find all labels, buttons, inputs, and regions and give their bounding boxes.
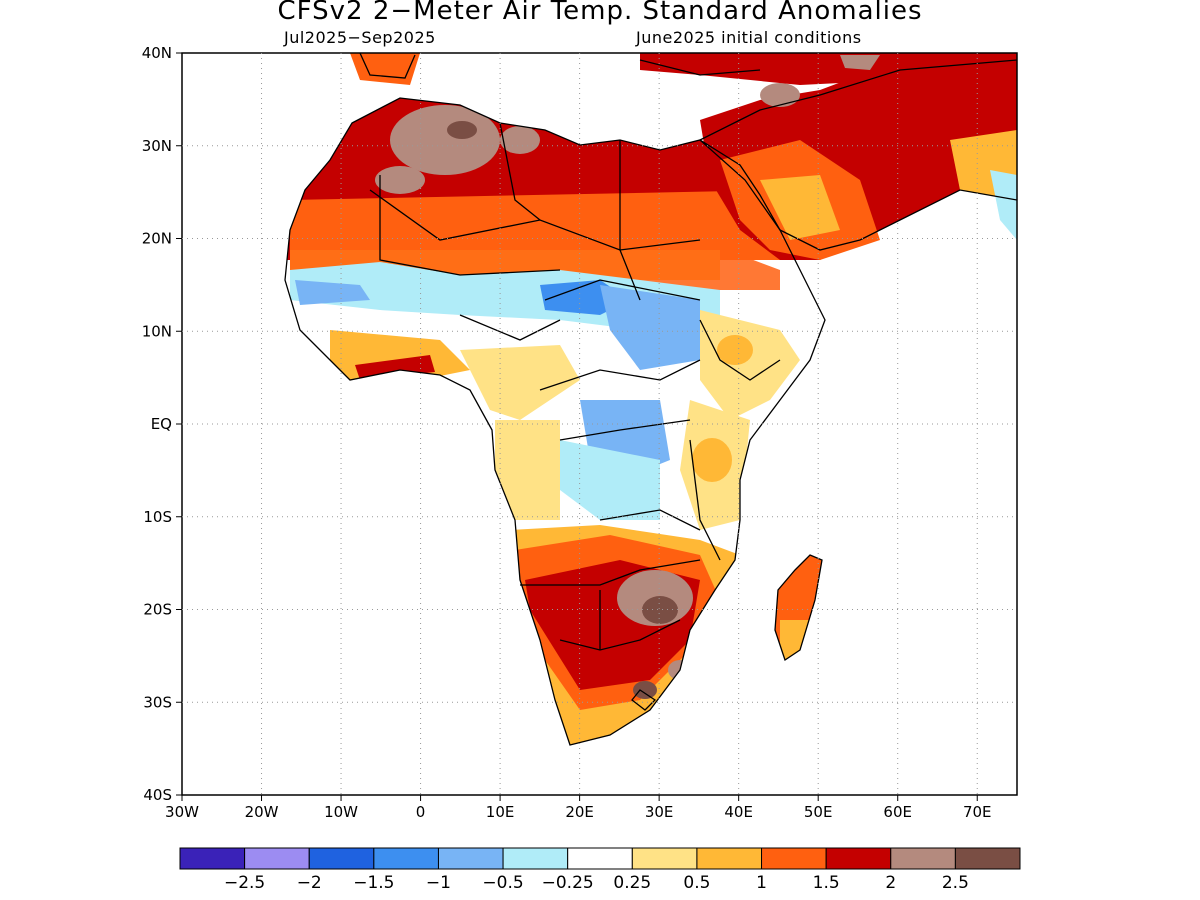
colorbar-swatch bbox=[890, 847, 956, 870]
lon-label: 30E bbox=[645, 803, 674, 821]
colorbar-label: −1.5 bbox=[353, 873, 394, 893]
colorbar-swatch bbox=[567, 847, 633, 870]
colorbar-label: −1 bbox=[426, 873, 451, 893]
lat-label: 40N bbox=[142, 44, 172, 62]
map-title: CFSv2 2−Meter Air Temp. Standard Anomali… bbox=[277, 0, 923, 26]
lat-label: 10S bbox=[143, 508, 172, 526]
colorbar-swatch bbox=[696, 847, 763, 870]
colorbar-label: −0.5 bbox=[482, 873, 523, 893]
coastlines bbox=[284, 53, 1017, 746]
lat-label: 10N bbox=[142, 322, 172, 340]
lon-label: 20E bbox=[565, 803, 594, 821]
colorbar-swatch bbox=[761, 847, 827, 870]
lon-label: 60E bbox=[883, 803, 912, 821]
lat-label: EQ bbox=[151, 415, 172, 433]
longitude-labels: 30W 20W 10W 0 10E 20E 30E 40E 50E 60E 70E bbox=[165, 795, 992, 821]
colorbar-swatch bbox=[179, 847, 246, 870]
colorbar-label: 2 bbox=[885, 873, 896, 893]
lon-label: 10W bbox=[324, 803, 358, 821]
colorbar-label: 1 bbox=[756, 873, 767, 893]
colorbar: −2.5 −2 −1.5 −1 −0.5 −0.25 0.25 0.5 1 1.5 2 2.5 bbox=[179, 847, 1021, 893]
colorbar-swatch bbox=[502, 847, 569, 870]
lon-label: 40E bbox=[724, 803, 753, 821]
lat-label: 40S bbox=[143, 786, 172, 804]
colorbar-swatch bbox=[631, 847, 698, 870]
lon-label: 30W bbox=[165, 803, 199, 821]
graticule bbox=[182, 53, 1017, 795]
lat-label: 30N bbox=[142, 137, 172, 155]
colorbar-label: 2.5 bbox=[942, 873, 969, 893]
lat-label: 20S bbox=[143, 601, 172, 619]
lat-label: 20N bbox=[142, 230, 172, 248]
colorbar-label: 0.5 bbox=[683, 873, 710, 893]
lat-label: 30S bbox=[143, 693, 172, 711]
colorbar-label: 0.25 bbox=[613, 873, 651, 893]
colorbar-swatch bbox=[437, 847, 504, 870]
colorbar-swatch bbox=[244, 847, 310, 870]
initial-conditions-label: June2025 initial conditions bbox=[636, 28, 862, 47]
colorbar-swatch bbox=[373, 847, 439, 870]
colorbar-label: 1.5 bbox=[813, 873, 840, 893]
latitude-labels: 40N 30N 20N 10N EQ 10S 20S 30S 40S bbox=[142, 44, 182, 804]
colorbar-label: −0.25 bbox=[542, 873, 594, 893]
colorbar-label: −2 bbox=[297, 873, 322, 893]
lon-label: 0 bbox=[416, 803, 426, 821]
colorbar-swatch bbox=[954, 847, 1021, 870]
period-label: Jul2025−Sep2025 bbox=[284, 28, 436, 47]
colorbar-label: −2.5 bbox=[224, 873, 265, 893]
lon-label: 70E bbox=[963, 803, 992, 821]
lon-label: 10E bbox=[486, 803, 515, 821]
colorbar-swatch bbox=[308, 847, 375, 870]
colorbar-swatch bbox=[825, 847, 892, 870]
lon-label: 20W bbox=[245, 803, 279, 821]
lon-label: 50E bbox=[804, 803, 833, 821]
